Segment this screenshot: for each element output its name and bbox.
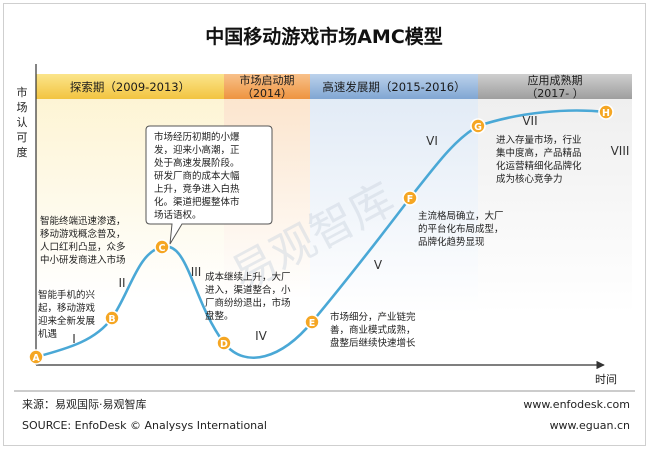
stage-iii: III <box>191 265 202 279</box>
callout-line-1: 市场经历初期的小爆 <box>154 131 240 143</box>
point-c: C <box>154 239 170 255</box>
svg-text:E: E <box>309 318 316 329</box>
point-b: B <box>104 310 120 326</box>
annotation-e-line-1: 市场细分，产业链完 <box>330 311 416 323</box>
annotation-f-line-1: 主流格局确立，大厂 <box>418 210 504 222</box>
callout-line-2: 发，迎来小高潮，正 <box>154 144 240 156</box>
annotation-b-line-1: 智能手机的兴 <box>38 289 95 301</box>
point-g: G <box>470 118 486 134</box>
axes: 市 场 认 可 度 时间 <box>17 64 617 386</box>
annotation-d-line-1: 成本继续上升，大厂 <box>205 271 291 283</box>
footer-source-cn: 来源：易观国际·易观智库 <box>22 397 147 411</box>
phase-backgrounds <box>36 74 632 374</box>
outer-border <box>3 3 646 446</box>
svg-text:D: D <box>220 339 228 350</box>
phase-headers: 探索期（2009-2013） 市场启动期 （2014） 高速发展期（2015-2… <box>36 73 632 100</box>
phase-label-exploration: 探索期（2009-2013） <box>70 80 190 94</box>
phase-header-growth <box>310 74 478 99</box>
phase-bg-maturity <box>478 74 632 374</box>
annotation-f: 主流格局确立，大厂 的平台化布局成型， 品牌化趋势显现 <box>418 210 504 248</box>
svg-text:B: B <box>108 314 115 325</box>
stage-vi: VI <box>426 134 438 148</box>
callout-line-6: 化。渠道把握整体市 <box>154 196 240 208</box>
point-e: E <box>304 314 320 330</box>
x-axis-label: 时间 <box>595 373 617 386</box>
phase-label-growth: 高速发展期（2015-2016） <box>322 80 465 94</box>
footer-url-eguan: www.eguan.cn <box>550 419 630 432</box>
stage-i: I <box>72 332 76 346</box>
phase-name-launch: 市场启动期 <box>240 73 295 87</box>
stage-iv: IV <box>255 329 268 343</box>
svg-text:C: C <box>159 243 166 254</box>
annotation-c-line-2: 移动游戏概念普及， <box>40 228 126 240</box>
y-axis-label-char-1: 市 <box>17 85 28 99</box>
point-h: H <box>598 104 614 120</box>
stage-numerals: I II III IV V VI VII VIII <box>72 114 629 346</box>
callout-line-4: 研发厂商的成本大幅 <box>154 170 240 182</box>
annotation-g: 进入存量市场，行业 集中度高，产品精品 化运营精细化品牌化 成为核心竞争力 <box>496 134 582 185</box>
phase-bg-growth <box>310 74 478 374</box>
point-a: A <box>28 349 44 365</box>
phase-header-maturity <box>478 74 632 99</box>
annotation-g-line-2: 集中度高，产品精品 <box>496 147 582 159</box>
svg-text:G: G <box>474 122 482 133</box>
stage-ii: II <box>118 276 125 290</box>
annotation-f-line-3: 品牌化趋势显现 <box>418 236 485 248</box>
annotation-f-line-2: 的平台化布局成型， <box>418 223 504 235</box>
annotation-c-line-3: 人口红利凸显，众多 <box>40 241 126 253</box>
y-axis-label-char-2: 场 <box>17 100 28 114</box>
svg-text:F: F <box>407 194 414 205</box>
callout-line-3: 处于高速发展阶段。 <box>154 157 240 169</box>
footer-url-enfodesk: www.enfodesk.com <box>523 398 630 411</box>
annotation-g-line-1: 进入存量市场，行业 <box>496 134 582 146</box>
svg-text:H: H <box>602 108 610 119</box>
annotation-b-line-3: 迎来全新发展 <box>38 315 96 327</box>
phase-years-launch: （2014） <box>242 87 292 100</box>
annotation-b: 智能手机的兴 起，移动游戏 迎来全新发展 机遇 <box>38 289 96 340</box>
svg-text:A: A <box>32 353 40 364</box>
callout-bubble <box>145 125 273 245</box>
y-axis-label-char-4: 可 <box>17 131 28 144</box>
stage-v: V <box>374 258 383 272</box>
annotation-g-line-4: 成为核心竞争力 <box>496 173 563 185</box>
phase-header-exploration <box>36 74 224 99</box>
annotation-e-line-2: 善，商业模式成熟， <box>330 324 416 336</box>
callout-line-5: 上升，竞争进入白热 <box>154 183 240 195</box>
callout-line-7: 场话语权。 <box>154 209 202 221</box>
annotation-b-line-4: 机遇 <box>38 328 58 340</box>
stage-viii: VIII <box>611 144 630 158</box>
annotation-d-line-4: 盘整。 <box>205 310 234 322</box>
annotation-e: 市场细分，产业链完 善，商业模式成熟， 盘整后继续快速增长 <box>330 311 416 349</box>
annotation-e-line-3: 盘整后继续快速增长 <box>330 337 416 349</box>
diagram-title: 中国移动游戏市场AMC模型 <box>205 25 443 48</box>
y-axis-label-char-5: 度 <box>17 145 28 159</box>
annotation-b-line-2: 起，移动游戏 <box>38 302 96 314</box>
annotation-d-line-2: 进入，渠道整合，小 <box>205 284 291 296</box>
footer-source-en: SOURCE: EnfoDesk © Analysys Internationa… <box>22 419 267 432</box>
annotation-d-line-3: 厂商纷纷退出，市场 <box>205 297 291 309</box>
annotation-g-line-3: 化运营精细化品牌化 <box>496 160 582 172</box>
phase-header-launch <box>224 74 310 99</box>
y-axis-label-char-3: 认 <box>17 116 28 129</box>
callout-text: 市场经历初期的小爆 发，迎来小高潮，正 处于高速发展阶段。 研发厂商的成本大幅 … <box>154 131 240 221</box>
phase-name-maturity: 应用成熟期 <box>528 73 583 87</box>
annotation-c-line-4: 中小研发商进入市场 <box>40 254 126 266</box>
point-f: F <box>402 190 418 206</box>
point-d: D <box>216 335 232 351</box>
annotation-c-line-1: 智能终端迅速渗透， <box>40 215 126 227</box>
curve-points: A B C D E F G H <box>28 104 614 365</box>
annotation-d: 成本继续上升，大厂 进入，渠道整合，小 厂商纷纷退出，市场 盘整。 <box>205 271 291 322</box>
stage-vii: VII <box>522 114 537 128</box>
phase-years-maturity: （2017- ） <box>526 87 583 100</box>
annotation-c: 智能终端迅速渗透， 移动游戏概念普及， 人口红利凸显，众多 中小研发商进入市场 <box>40 215 126 266</box>
